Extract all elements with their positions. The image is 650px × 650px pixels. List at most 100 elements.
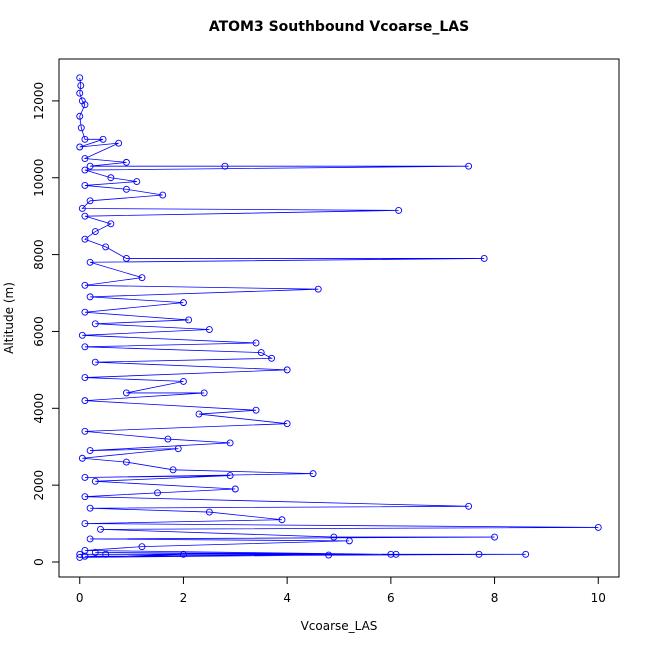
data-point [102, 550, 110, 558]
data-point [221, 162, 229, 170]
data-point [77, 124, 85, 132]
y-tick-label: 2000 [32, 470, 46, 501]
data-point [81, 181, 89, 189]
data-point [491, 533, 499, 541]
data-point [522, 550, 530, 558]
data-point [86, 535, 94, 543]
data-point [122, 389, 130, 397]
data-point [174, 445, 182, 453]
data-point [81, 135, 89, 143]
data-point [78, 454, 86, 462]
data-point [395, 206, 403, 214]
data-point [77, 82, 85, 89]
data-point [133, 178, 141, 186]
y-tick-label: 8000 [32, 239, 46, 270]
data-point [86, 197, 94, 205]
y-tick-label: 0 [32, 558, 46, 566]
x-tick-label: 10 [591, 591, 606, 605]
data-point [309, 470, 317, 478]
data-point [392, 550, 400, 558]
data-point [465, 502, 473, 510]
data-point [164, 435, 172, 443]
data-point [594, 523, 602, 531]
data-point [159, 191, 167, 199]
data-point [91, 358, 99, 366]
x-tick-label: 6 [387, 591, 395, 605]
data-point [81, 493, 89, 501]
data-point [179, 377, 187, 385]
data-point [122, 254, 130, 262]
data-point [475, 550, 483, 558]
data-point [78, 331, 86, 339]
data-point [81, 235, 89, 243]
data-point [107, 174, 115, 182]
data-point [81, 474, 89, 481]
data-point [122, 458, 130, 466]
data-point [283, 366, 291, 374]
data-point [169, 466, 177, 474]
data-point [86, 293, 94, 301]
data-point [278, 516, 286, 524]
data-point [81, 397, 89, 405]
data-point [257, 349, 265, 357]
y-axis-label: Altitude (m) [2, 282, 16, 354]
data-point [97, 525, 104, 533]
data-point [325, 551, 333, 559]
data-point [81, 520, 89, 528]
data-point [226, 439, 234, 447]
data-point [387, 550, 395, 558]
data-point [81, 212, 89, 220]
data-point [252, 339, 260, 347]
y-tick-label: 10000 [32, 159, 46, 197]
data-point [102, 243, 110, 251]
y-tick-label: 6000 [32, 316, 46, 347]
data-point [480, 254, 488, 262]
data-point [138, 274, 146, 282]
data-point [465, 162, 473, 170]
data-point [107, 220, 115, 228]
data-point [86, 447, 94, 455]
data-point [91, 320, 99, 328]
data-point [268, 354, 276, 362]
data-point [115, 139, 123, 147]
y-tick-label: 12000 [32, 82, 46, 120]
data-point [91, 548, 99, 556]
data-point [283, 420, 291, 428]
data-point [345, 537, 353, 545]
data-point [138, 543, 146, 551]
data-point [81, 101, 89, 109]
data-point [76, 89, 84, 97]
data-point [76, 74, 84, 82]
data-point [252, 406, 260, 414]
x-tick-label: 8 [491, 591, 499, 605]
chart-title: ATOM3 Southbound Vcoarse_LAS [209, 19, 469, 35]
x-tick-label: 4 [283, 591, 291, 605]
data-point [81, 155, 89, 162]
data-point [81, 343, 89, 351]
data-line [79, 77, 599, 558]
data-point [226, 472, 234, 480]
data-point [78, 205, 86, 212]
data-point [205, 508, 213, 516]
data-point [86, 504, 94, 512]
data-point [99, 135, 107, 143]
data-point [81, 281, 89, 289]
data-point [76, 143, 84, 151]
data-point [205, 326, 213, 333]
data-point [179, 299, 187, 307]
data-point [122, 158, 130, 166]
data-point [86, 162, 94, 170]
x-axis-label: Vcoarse_LAS [301, 619, 378, 633]
data-point [185, 316, 193, 324]
data-point [314, 285, 322, 293]
y-tick-label: 4000 [32, 393, 46, 424]
data-point [330, 533, 338, 541]
data-point [91, 477, 99, 485]
data-point [81, 374, 89, 382]
data-point [76, 550, 84, 558]
data-point [76, 112, 84, 120]
data-point [154, 489, 161, 497]
x-tick-label: 2 [180, 591, 188, 605]
data-point [86, 258, 94, 266]
data-point [200, 389, 208, 397]
